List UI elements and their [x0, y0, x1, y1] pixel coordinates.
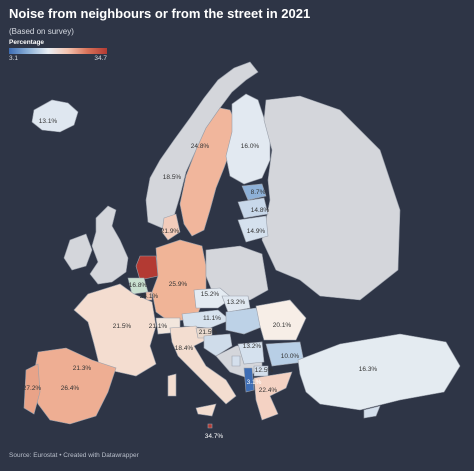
- region-norway[interactable]: [145, 61, 259, 229]
- region-greece[interactable]: [253, 371, 293, 421]
- label-albania: 3.1%: [247, 379, 262, 386]
- label-france: 21.5%: [113, 323, 132, 330]
- region-romania[interactable]: [255, 299, 307, 341]
- region-croatia[interactable]: [203, 333, 233, 357]
- region-luxembourg[interactable]: [145, 291, 153, 301]
- label-lithuania: 14.9%: [247, 228, 266, 235]
- region-cyprus[interactable]: [363, 405, 381, 419]
- label-norway: 18.5%: [163, 174, 182, 181]
- label-luxembourg: 24.1%: [140, 293, 159, 300]
- label-bulgaria: 10.0%: [281, 353, 300, 360]
- color-legend: Percentage 3.1 34.7: [9, 39, 109, 62]
- label-malta: 34.7%: [205, 433, 224, 440]
- region-albania[interactable]: [243, 367, 255, 393]
- label-north-macedonia: 12.5%: [255, 367, 274, 374]
- label-czechia: 15.2%: [201, 291, 220, 298]
- region-montenegro[interactable]: [231, 355, 241, 367]
- label-austria: 11.1%: [203, 315, 221, 322]
- region-ireland: [63, 233, 93, 271]
- region-estonia[interactable]: [241, 183, 267, 201]
- label-turkey: 16.3%: [359, 366, 378, 373]
- region-serbia[interactable]: [237, 341, 265, 365]
- region-sicily[interactable]: [195, 403, 217, 417]
- label-denmark: 21.9%: [161, 228, 180, 235]
- source-note: Source: Eurostat • Created with Datawrap…: [9, 452, 139, 459]
- region-turkey[interactable]: [297, 333, 461, 411]
- region-sardinia[interactable]: [167, 373, 177, 397]
- label-sweden: 24.8%: [191, 143, 210, 150]
- legend-max-label: 34.7: [94, 55, 107, 62]
- region-iceland[interactable]: [31, 99, 79, 133]
- label-slovenia: 21.5%: [199, 329, 218, 336]
- label-portugal: 27.2%: [23, 385, 42, 392]
- legend-gradient-bar: [9, 48, 107, 54]
- region-finland[interactable]: [225, 93, 271, 185]
- label-romania: 20.1%: [273, 322, 292, 329]
- region-hungary[interactable]: [225, 307, 265, 335]
- label-iceland: 13.1%: [39, 118, 58, 125]
- region-austria[interactable]: [181, 309, 231, 329]
- region-east-no-data: [261, 95, 401, 301]
- map-title: Noise from neighbours or from the street…: [9, 6, 311, 21]
- label-spain: 26.4%: [61, 385, 80, 392]
- region-france[interactable]: [73, 283, 157, 377]
- label-germany: 25.9%: [169, 281, 188, 288]
- region-great-britain: [89, 205, 129, 285]
- label-france-south: 21.3%: [73, 365, 92, 372]
- label-latvia: 14.8%: [251, 207, 270, 214]
- legend-title: Percentage: [9, 39, 45, 46]
- region-netherlands[interactable]: [135, 255, 159, 281]
- legend-min-label: 3.1: [9, 55, 19, 62]
- label-hungary: 13.2%: [243, 343, 262, 350]
- label-slovakia: 13.2%: [227, 299, 246, 306]
- region-sweden[interactable]: [179, 107, 237, 237]
- label-italy: 18.4%: [175, 345, 194, 352]
- region-latvia[interactable]: [237, 197, 269, 219]
- label-estonia: 8.7%: [251, 189, 266, 196]
- label-belgium: 16.8%: [129, 282, 148, 289]
- label-finland: 16.0%: [241, 143, 260, 150]
- region-slovakia[interactable]: [221, 295, 251, 313]
- region-portugal[interactable]: [23, 363, 41, 415]
- label-greece: 22.4%: [259, 387, 278, 394]
- label-switzerland: 21.1%: [149, 323, 168, 330]
- region-poland: [205, 245, 269, 301]
- map-subtitle: (Based on survey): [9, 27, 74, 36]
- region-denmark[interactable]: [161, 213, 181, 241]
- region-malta[interactable]: [207, 423, 213, 429]
- region-lithuania[interactable]: [237, 215, 269, 243]
